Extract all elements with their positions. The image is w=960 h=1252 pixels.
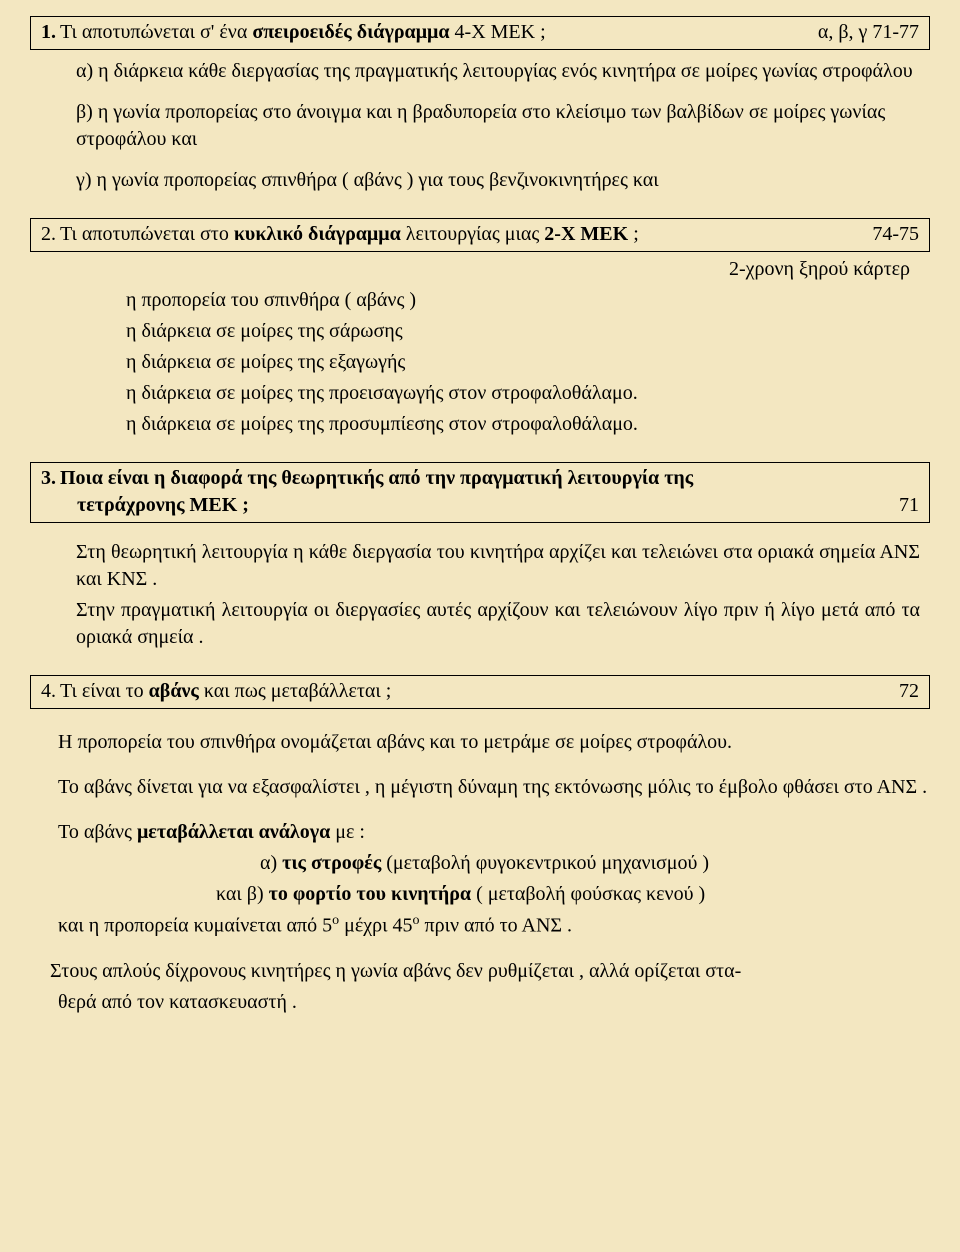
question-4: 4. Τι είναι το αβάνς και πως μεταβάλλετα… — [30, 675, 930, 1016]
q1-a: α) η διάρκεια κάθε διεργασίας της πραγμα… — [40, 58, 920, 85]
q2-l1: η προπορεία του σπινθήρα ( αβάνς ) — [40, 287, 920, 314]
q4-title: Τι είναι το αβάνς και πως μεταβάλλεται ; — [56, 678, 887, 705]
question-1: 1. Τι αποτυπώνεται σ' ένα σπειροειδές δι… — [30, 16, 930, 194]
q3-content: Στη θεωρητική λειτουργία η κάθε διεργασί… — [30, 523, 930, 651]
q4-b-post: ( μεταβολή φούσκας κενού ) — [471, 883, 705, 905]
q3-header: 3. Ποια είναι η διαφορά της θεωρητικής α… — [30, 462, 930, 523]
q2-title-bold1: κυκλικό διάγραμμα — [234, 223, 401, 245]
q3-right: 71 — [887, 492, 919, 519]
q4-p2: Το αβάνς δίνεται για να εξασφαλίστει , η… — [30, 774, 930, 801]
q3-p1: Στη θεωρητική λειτουργία η κάθε διεργασί… — [40, 539, 920, 593]
q1-header: 1. Τι αποτυπώνεται σ' ένα σπειροειδές δι… — [30, 16, 930, 50]
q1-right: α, β, γ 71-77 — [806, 19, 919, 46]
q1-content: α) η διάρκεια κάθε διεργασίας της πραγμα… — [30, 50, 930, 194]
q2-title-post: ; — [628, 223, 639, 245]
q1-c: γ) η γωνία προπορείας σπινθήρα ( αβάνς )… — [40, 167, 920, 194]
q3-title-line1: Ποια είναι η διαφορά της θεωρητικής από … — [56, 465, 919, 492]
q2-l5: η διάρκεια σε μοίρες της προσυμπίεσης στ… — [40, 411, 920, 438]
q4-b-bold: το φορτίο του κινητήρα — [269, 883, 471, 905]
q4-right: 72 — [887, 678, 919, 705]
q4-p3-pre: Το αβάνς — [58, 821, 137, 843]
q1-title-post: 4-Χ ΜΕΚ ; — [450, 21, 546, 43]
q1-title-pre: Τι αποτυπώνεται σ' ένα — [60, 21, 252, 43]
q2-title: Τι αποτυπώνεται στο κυκλικό διάγραμμα λε… — [56, 221, 860, 248]
q1-number: 1. — [41, 19, 56, 46]
q2-l4: η διάρκεια σε μοίρες της προεισαγωγής στ… — [40, 380, 920, 407]
q4-p3: Το αβάνς μεταβάλλεται ανάλογα με : — [30, 819, 930, 846]
q2-l2: η διάρκεια σε μοίρες της σάρωσης — [40, 318, 920, 345]
q4-p4-a: και η προπορεία κυμαίνεται από 5 — [58, 915, 332, 937]
q4-p4: και η προπορεία κυμαίνεται από 5ο μέχρι … — [30, 912, 930, 940]
q2-title-bold2: 2-Χ ΜΕΚ — [544, 223, 628, 245]
q4-p5: Στους απλούς δίχρονους κινητήρες η γωνία… — [30, 958, 930, 985]
q4-title-bold: αβάνς — [149, 680, 199, 702]
q1-title: Τι αποτυπώνεται σ' ένα σπειροειδές διάγρ… — [56, 19, 806, 46]
q2-title-pre: Τι αποτυπώνεται στο — [60, 223, 234, 245]
question-3: 3. Ποια είναι η διαφορά της θεωρητικής α… — [30, 462, 930, 651]
q1-b: β) η γωνία προπορείας στο άνοιγμα και η … — [40, 99, 920, 153]
q3-title-line2: τετράχρονης ΜΕΚ ; — [73, 492, 887, 519]
q1-title-bold: σπειροειδές διάγραμμα — [252, 21, 449, 43]
q4-b-pre: και β) — [216, 883, 269, 905]
q4-p1: Η προπορεία του σπινθήρα ονομάζεται αβάν… — [30, 729, 930, 756]
q4-a-bold: τις στροφές — [282, 852, 381, 874]
q4-a-pre: α) — [260, 852, 282, 874]
q4-title-post: και πως μεταβάλλεται ; — [199, 680, 391, 702]
q2-l3: η διάρκεια σε μοίρες της εξαγωγής — [40, 349, 920, 376]
q4-p3-bold: μεταβάλλεται ανάλογα — [137, 821, 330, 843]
q4-title-pre: Τι είναι το — [60, 680, 149, 702]
q3-p2: Στην πραγματική λειτουργία οι διεργασίες… — [40, 597, 920, 651]
q4-p6: θερά από τον κατασκευαστή . — [30, 989, 930, 1016]
q2-subright: 2-χρονη ξηρού κάρτερ — [40, 256, 920, 283]
q4-p4-end: πριν από το ΑΝΣ . — [419, 915, 572, 937]
q2-right: 74-75 — [860, 221, 919, 248]
q4-a-post: (μεταβολή φυγοκεντρικού μηχανισμού ) — [381, 852, 709, 874]
q2-content: 2-χρονη ξηρού κάρτερ η προπορεία του σπι… — [30, 252, 930, 438]
q4-a: α) τις στροφές (μεταβολή φυγοκεντρικού μ… — [30, 850, 930, 877]
q3-number: 3. — [41, 465, 56, 492]
question-2: 2. Τι αποτυπώνεται στο κυκλικό διάγραμμα… — [30, 218, 930, 438]
q4-b: και β) το φορτίο του κινητήρα ( μεταβολή… — [30, 881, 930, 908]
q4-content: Η προπορεία του σπινθήρα ονομάζεται αβάν… — [30, 709, 930, 1016]
q4-number: 4. — [41, 678, 56, 705]
q4-p3-post: με : — [330, 821, 365, 843]
q2-title-mid: λειτουργίας μιας — [401, 223, 545, 245]
q4-p4-mid: μέχρι 45 — [339, 915, 412, 937]
q4-header: 4. Τι είναι το αβάνς και πως μεταβάλλετα… — [30, 675, 930, 709]
q2-number: 2. — [41, 221, 56, 248]
q2-header: 2. Τι αποτυπώνεται στο κυκλικό διάγραμμα… — [30, 218, 930, 252]
